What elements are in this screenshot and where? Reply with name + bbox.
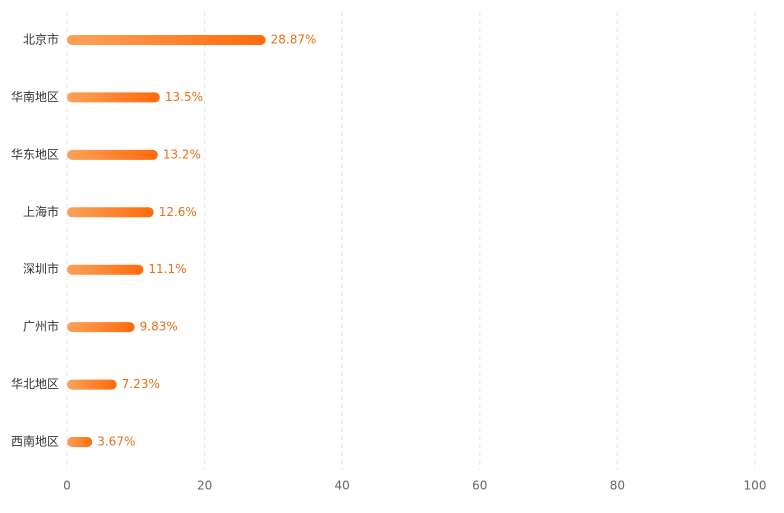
bar (67, 149, 158, 160)
bar (67, 264, 144, 275)
bar (67, 92, 160, 103)
y-tick-label: 华南地区 (11, 89, 59, 104)
y-tick-label: 西南地区 (11, 434, 59, 449)
x-tick-label: 100 (744, 479, 767, 493)
value-label: 11.1% (148, 262, 186, 276)
x-tick-label: 0 (63, 479, 71, 493)
y-tick-label: 华北地区 (11, 377, 59, 391)
y-tick-label: 上海市 (23, 204, 59, 219)
bar (67, 35, 266, 45)
bar (67, 437, 93, 448)
x-tick-label: 20 (197, 479, 212, 493)
value-label: 28.87% (271, 33, 317, 47)
x-tick-label: 80 (610, 479, 625, 493)
bar (67, 207, 154, 218)
x-tick-label: 40 (335, 479, 350, 493)
y-tick-label: 华东地区 (11, 147, 59, 161)
value-label: 13.5% (165, 90, 203, 104)
value-label: 3.67% (97, 435, 135, 449)
y-tick-label: 北京市 (23, 32, 59, 47)
value-label: 7.23% (122, 377, 160, 391)
y-tick-label: 广州市 (23, 319, 59, 334)
value-label: 13.2% (163, 147, 201, 161)
x-tick-label: 60 (472, 479, 487, 493)
bar (67, 379, 117, 390)
value-label: 9.83% (140, 320, 178, 334)
y-tick-label: 深圳市 (23, 261, 59, 276)
value-label: 12.6% (159, 205, 197, 219)
bar (67, 322, 135, 333)
